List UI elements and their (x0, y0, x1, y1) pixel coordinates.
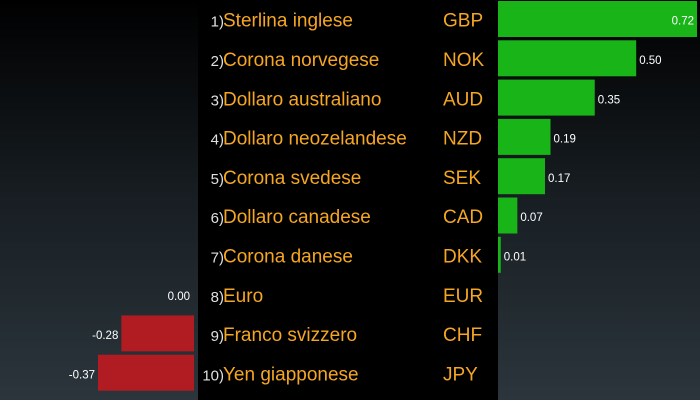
category-name-label: Dollaro neozelandese (223, 129, 407, 150)
category-rank-label: 7) (211, 249, 224, 266)
bar-value-label: 0.01 (504, 251, 526, 263)
currency-code-label: NOK (443, 50, 485, 71)
category-name-label: Corona danese (223, 246, 353, 267)
currency-code-label: NZD (443, 129, 482, 150)
category-name-label: Corona norvegese (223, 50, 379, 71)
bar (498, 79, 595, 116)
currency-code-label: SEK (443, 168, 481, 189)
bar-value-label: 0.07 (520, 212, 542, 224)
category-name-label: Euro (223, 286, 263, 307)
category-name-label: Dollaro canadese (223, 207, 371, 228)
category-rank-label: 9) (211, 328, 224, 345)
category-name-label: Yen giapponese (223, 364, 359, 385)
category-name-label: Franco svizzero (223, 325, 357, 346)
currency-code-label: DKK (443, 246, 482, 267)
bar-value-label: -0.28 (92, 330, 118, 342)
bar-value-label: 0.19 (554, 134, 576, 146)
bar-value-label: 0.35 (598, 94, 620, 106)
category-rank-label: 6) (211, 210, 224, 227)
category-rank-label: 3) (211, 92, 224, 109)
currency-code-label: EUR (443, 286, 483, 307)
bar-value-label: 0.50 (639, 55, 661, 67)
bar (498, 158, 545, 195)
category-rank-label: 5) (211, 171, 224, 188)
category-rank-label: 2) (211, 53, 224, 70)
currency-code-label: JPY (443, 364, 478, 385)
bar (98, 354, 194, 391)
bar (498, 236, 501, 273)
bar (121, 315, 194, 352)
category-rank-label: 8) (211, 289, 224, 306)
label-panel-background (198, 0, 498, 400)
bar-value-label: 0.17 (548, 173, 570, 185)
category-name-label: Corona svedese (223, 168, 361, 189)
currency-code-label: CAD (443, 207, 483, 228)
bar (498, 1, 697, 37)
category-rank-label: 10) (202, 367, 224, 384)
category-name-label: Sterlina inglese (223, 11, 353, 32)
currency-code-label: CHF (443, 325, 482, 346)
bar (498, 118, 551, 155)
bar (498, 40, 637, 77)
bar-value-label: -0.37 (69, 369, 95, 381)
category-rank-label: 4) (211, 132, 224, 149)
category-rank-label: 1) (211, 14, 224, 31)
bar-value-label: 0.72 (672, 16, 694, 28)
bar (498, 197, 518, 234)
currency-code-label: AUD (443, 89, 483, 110)
currency-code-label: GBP (443, 11, 483, 32)
category-name-label: Dollaro australiano (223, 89, 381, 110)
bar-value-label: 0.00 (168, 291, 190, 303)
